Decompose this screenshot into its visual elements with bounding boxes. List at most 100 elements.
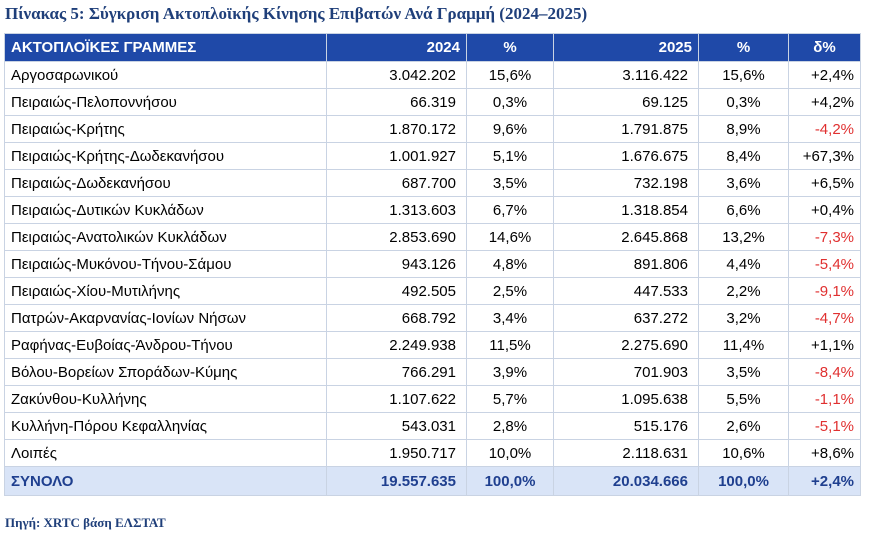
cell-line: Πειραιώς-Μυκόνου-Τήνου-Σάμου (4, 250, 327, 278)
cell-change: -4,2% (788, 115, 861, 143)
cell-2024: 668.792 (326, 304, 467, 332)
total-row: ΣΥΝΟΛΟ 19.557.635 100,0% 20.034.666 100,… (4, 466, 861, 496)
total-pct-2024: 100,0% (466, 466, 554, 496)
table-row: Λοιπές 1.950.717 10,0% 2.118.631 10,6% +8,6% (4, 439, 861, 467)
cell-pct-2025: 3,6% (698, 169, 789, 197)
cell-2025: 1.791.875 (553, 115, 699, 143)
cell-pct-2025: 8,9% (698, 115, 789, 143)
table-row: Πειραιώς-Κρήτης-Δωδεκανήσου 1.001.927 5,1%… (4, 142, 861, 170)
table-row: Ραφήνας-Ευβοίας-Άνδρου-Τήνου 2.249.938 11,… (4, 331, 861, 359)
cell-line: Πειραιώς-Κρήτης-Δωδεκανήσου (4, 142, 327, 170)
table-row: Πειραιώς-Πελοποννήσου 66.319 0,3% 69.125 0,3… (4, 88, 861, 116)
table-row: Πειραιώς-Δωδεκανήσου 687.700 3,5% 732.198 3,… (4, 169, 861, 197)
table-title: Πίνακας 5: Σύγκριση Ακτοπλοϊκής Κίνησης … (5, 4, 588, 23)
cell-pct-2024: 10,0% (466, 439, 554, 467)
cell-pct-2024: 9,6% (466, 115, 554, 143)
cell-pct-2025: 13,2% (698, 223, 789, 251)
header-pct-2025: % (698, 33, 789, 62)
cell-pct-2025: 11,4% (698, 331, 789, 359)
cell-2025: 1.095.638 (553, 385, 699, 413)
cell-change: -8,4% (788, 358, 861, 386)
cell-2025: 2.118.631 (553, 439, 699, 467)
cell-2025: 2.275.690 (553, 331, 699, 359)
cell-change: -9,1% (788, 277, 861, 305)
cell-2024: 687.700 (326, 169, 467, 197)
total-change: +2,4% (788, 466, 861, 496)
table-body: Αργοσαρωνικού 3.042.202 15,6% 3.116.422 15,6… (4, 61, 861, 467)
cell-change: +0,4% (788, 196, 861, 224)
cell-pct-2025: 3,5% (698, 358, 789, 386)
cell-2024: 766.291 (326, 358, 467, 386)
cell-2025: 3.116.422 (553, 61, 699, 89)
source-note: Πηγή: XRTC βάση ΕΛΣΤΑΤ (5, 515, 166, 530)
table-row: Αργοσαρωνικού 3.042.202 15,6% 3.116.422 15,6… (4, 61, 861, 89)
cell-2024: 943.126 (326, 250, 467, 278)
cell-2024: 492.505 (326, 277, 467, 305)
table-row: Πειραιώς-Χίου-Μυτιλήνης 492.505 2,5% 447.53… (4, 277, 861, 305)
cell-change: +2,4% (788, 61, 861, 89)
cell-pct-2025: 8,4% (698, 142, 789, 170)
cell-pct-2024: 5,7% (466, 385, 554, 413)
table-row: Πειραιώς-Δυτικών Κυκλάδων 1.313.603 6,7% 1.… (4, 196, 861, 224)
cell-2024: 1.870.172 (326, 115, 467, 143)
cell-line: Λοιπές (4, 439, 327, 467)
cell-line: Πατρών-Ακαρνανίας-Ιονίων Νήσων (4, 304, 327, 332)
cell-line: Ραφήνας-Ευβοίας-Άνδρου-Τήνου (4, 331, 327, 359)
table-row: Πατρών-Ακαρνανίας-Ιονίων Νήσων 668.792 3,4… (4, 304, 861, 332)
cell-pct-2024: 15,6% (466, 61, 554, 89)
cell-2024: 2.853.690 (326, 223, 467, 251)
cell-line: Ζακύνθου-Κυλλήνης (4, 385, 327, 413)
cell-change: -7,3% (788, 223, 861, 251)
cell-pct-2024: 14,6% (466, 223, 554, 251)
cell-change: -5,1% (788, 412, 861, 440)
cell-line: Πειραιώς-Δυτικών Κυκλάδων (4, 196, 327, 224)
cell-change: -1,1% (788, 385, 861, 413)
header-2025: 2025 (553, 33, 699, 62)
total-label: ΣΥΝΟΛΟ (4, 466, 327, 496)
cell-line: Πειραιώς-Ανατολικών Κυκλάδων (4, 223, 327, 251)
cell-2024: 66.319 (326, 88, 467, 116)
table-row: Πειραιώς-Κρήτης 1.870.172 9,6% 1.791.875 8,9… (4, 115, 861, 143)
cell-pct-2024: 3,9% (466, 358, 554, 386)
table-row: Πειραιώς-Ανατολικών Κυκλάδων 2.853.690 14,… (4, 223, 861, 251)
cell-2024: 2.249.938 (326, 331, 467, 359)
cell-2025: 732.198 (553, 169, 699, 197)
cell-pct-2025: 10,6% (698, 439, 789, 467)
cell-2024: 1.950.717 (326, 439, 467, 467)
cell-change: +8,6% (788, 439, 861, 467)
header-line: ΑΚΤΟΠΛΟΪΚΕΣ ΓΡΑΜΜΕΣ (4, 33, 327, 62)
cell-pct-2025: 15,6% (698, 61, 789, 89)
cell-pct-2025: 2,6% (698, 412, 789, 440)
cell-pct-2024: 2,8% (466, 412, 554, 440)
header-change: δ% (788, 33, 861, 62)
cell-change: +4,2% (788, 88, 861, 116)
cell-pct-2024: 0,3% (466, 88, 554, 116)
header-row: ΑΚΤΟΠΛΟΪΚΕΣ ΓΡΑΜΜΕΣ 2024 % 2025 % δ% (4, 33, 861, 62)
cell-pct-2025: 4,4% (698, 250, 789, 278)
cell-pct-2025: 5,5% (698, 385, 789, 413)
cell-line: Πειραιώς-Δωδεκανήσου (4, 169, 327, 197)
header-2024: 2024 (326, 33, 467, 62)
cell-line: Κυλλήνη-Πόρου Κεφαλληνίας (4, 412, 327, 440)
cell-line: Πειραιώς-Πελοποννήσου (4, 88, 327, 116)
cell-2024: 543.031 (326, 412, 467, 440)
cell-pct-2025: 6,6% (698, 196, 789, 224)
cell-2025: 637.272 (553, 304, 699, 332)
cell-line: Βόλου-Βορείων Σποράδων-Κύμης (4, 358, 327, 386)
cell-change: +1,1% (788, 331, 861, 359)
cell-pct-2025: 3,2% (698, 304, 789, 332)
total-pct-2025: 100,0% (698, 466, 789, 496)
table-row: Βόλου-Βορείων Σποράδων-Κύμης 766.291 3,9% 7… (4, 358, 861, 386)
cell-2025: 515.176 (553, 412, 699, 440)
cell-change: -4,7% (788, 304, 861, 332)
cell-pct-2024: 11,5% (466, 331, 554, 359)
cell-2025: 1.676.675 (553, 142, 699, 170)
cell-2025: 69.125 (553, 88, 699, 116)
cell-2025: 447.533 (553, 277, 699, 305)
ferry-passenger-table: ΑΚΤΟΠΛΟΪΚΕΣ ΓΡΑΜΜΕΣ 2024 % 2025 % δ% Αργ… (4, 33, 861, 496)
cell-line: Πειραιώς-Κρήτης (4, 115, 327, 143)
cell-change: +6,5% (788, 169, 861, 197)
cell-2025: 891.806 (553, 250, 699, 278)
header-pct-2024: % (466, 33, 554, 62)
cell-2024: 1.001.927 (326, 142, 467, 170)
